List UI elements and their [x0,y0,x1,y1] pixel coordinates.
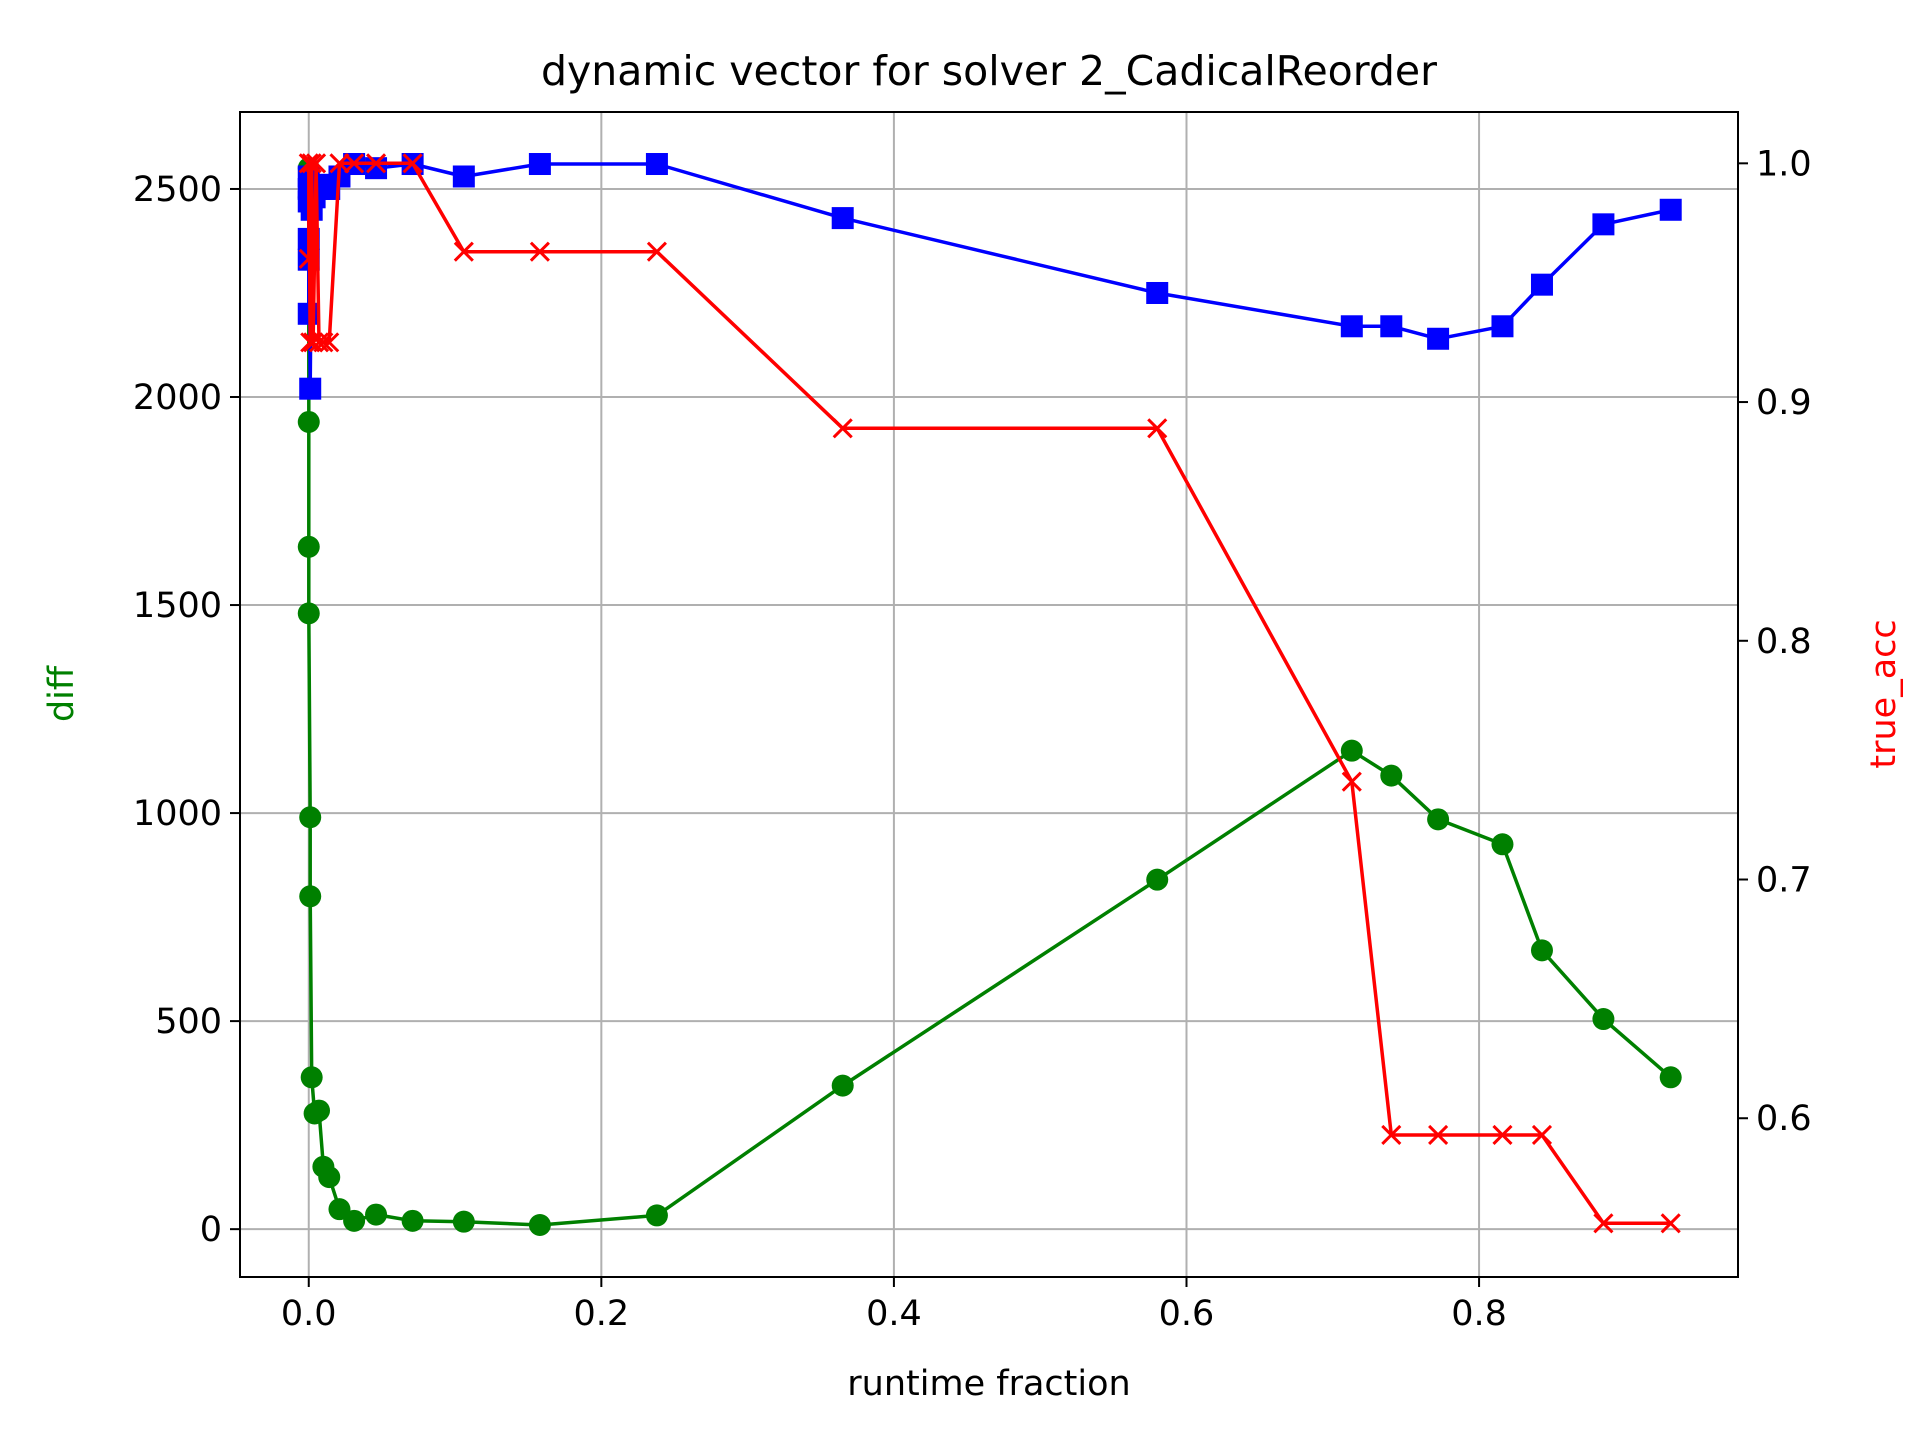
y-tick-label: 2000 [133,378,222,418]
data-point-x [1428,1124,1449,1146]
data-point-circle [299,885,322,908]
y-axis-label-right: true_acc [1864,619,1904,768]
data-point-x [453,241,474,262]
data-point-circle [645,1204,668,1227]
data-point-square [645,153,668,176]
data-point-x [402,153,423,174]
data-point-square [1659,198,1682,221]
data-point-square [831,207,854,230]
data-point-square [365,157,388,180]
y2-tick-label: 0.9 [1756,383,1812,423]
x-tick-label: 0.8 [1451,1294,1507,1334]
data-point-square [1491,315,1514,338]
data-point-x [1531,1124,1553,1146]
data-point-circle [1592,1008,1615,1031]
data-point-x [306,153,327,174]
series-line-1 [307,168,1672,1227]
data-point-circle [343,1209,366,1232]
data-point-x [1660,1213,1681,1234]
data-point-square [452,165,475,188]
series-group-1 [297,157,1682,1236]
data-point-circle [299,806,322,829]
data-point-circle [328,1198,351,1221]
data-point-square [1340,315,1363,338]
data-point-x [313,332,334,353]
data-point-x [646,241,667,262]
data-point-circle [528,1213,551,1236]
data-point-x [1593,1213,1614,1234]
y-tick-label: 1500 [133,586,222,626]
series-layer [297,153,1682,1236]
data-point-square [528,153,551,176]
data-point-circle [1530,939,1553,962]
data-point-x [529,241,550,262]
data-point-circle [297,602,320,625]
data-point-circle [1491,833,1514,856]
data-point-circle [297,535,320,558]
data-point-circle [307,1099,330,1122]
y-tick-label: 2500 [133,170,222,210]
data-point-circle [1340,739,1363,762]
y-tick-label: 0 [200,1210,222,1250]
data-point-circle [1146,868,1169,891]
data-point-circle [297,410,320,433]
data-point-circle [300,1066,323,1089]
data-point-circle [452,1210,475,1233]
y2-tick-label: 1.0 [1756,144,1812,184]
data-point-x [1492,1124,1513,1146]
data-point-x [319,332,340,353]
data-point-x [329,153,350,174]
y-axis-label-left: diff [42,665,82,722]
tick-labels: 0.0 0.2 0.4 0.6 0.8 0 500 1000 1500 2000 2500 0.6 0.… [133,144,1812,1334]
grid-lines [240,112,1738,1277]
y2-tick-label: 0.7 [1756,861,1812,901]
data-point-x [832,418,853,439]
y2-tick-label: 0.6 [1756,1099,1812,1139]
data-point-square [1146,281,1169,304]
data-point-circle [365,1203,388,1226]
chart-title: dynamic vector for solver 2_CadicalReord… [541,47,1437,95]
data-point-square [1530,273,1553,296]
y-tick-label: 500 [155,1002,222,1042]
data-point-square [1427,327,1450,350]
tick-marks [230,162,1748,1287]
data-point-circle [1380,764,1403,787]
data-point-x [298,248,319,269]
data-point-x [1381,1124,1402,1146]
data-point-x [298,153,319,174]
data-point-square [299,377,322,400]
data-point-square [1592,213,1615,236]
x-axis-label: runtime fraction [847,1364,1130,1404]
x-tick-label: 0.6 [1159,1294,1215,1334]
data-point-x [1147,418,1168,439]
data-point-circle [401,1209,424,1232]
y2-tick-label: 0.8 [1756,622,1812,662]
data-point-x [365,153,387,174]
x-tick-label: 0.2 [573,1294,629,1334]
data-point-x [344,153,365,174]
data-point-x [301,153,322,174]
y-tick-label: 1000 [133,794,222,834]
data-point-circle [831,1074,854,1097]
data-point-circle [1427,808,1450,831]
plot-frame [239,111,1739,1278]
data-point-x [1341,771,1362,792]
series-group-3 [298,153,1681,1234]
x-tick-label: 0.4 [866,1294,922,1334]
x-tick-label: 0.0 [281,1294,337,1334]
data-point-square [1380,315,1403,338]
data-point-circle [1659,1066,1682,1089]
data-point-circle [318,1166,341,1189]
